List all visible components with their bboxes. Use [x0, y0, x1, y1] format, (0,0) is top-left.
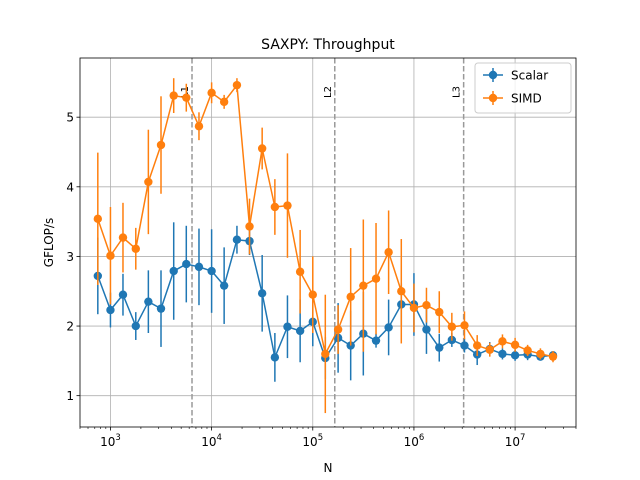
data-point [194, 262, 204, 272]
data-point [207, 266, 216, 276]
data-point [523, 346, 532, 355]
y-axis-label: GFLOP/s [42, 218, 56, 267]
data-point [498, 349, 507, 359]
data-point [245, 222, 254, 231]
cache-line-label: L1 [180, 86, 191, 98]
data-point [409, 303, 419, 313]
data-point [498, 337, 507, 346]
data-point [169, 266, 178, 276]
cache-line-label: L2 [323, 86, 334, 98]
data-point [422, 300, 431, 310]
legend-label: Scalar [511, 69, 548, 83]
data-point [460, 341, 469, 350]
data-point [283, 322, 292, 331]
x-tick-label: 107 [505, 433, 526, 449]
data-point [447, 322, 457, 331]
data-point [257, 144, 267, 153]
series-simd [93, 78, 558, 414]
data-point [435, 343, 444, 352]
data-point [384, 248, 393, 257]
x-tick-label: 104 [201, 433, 222, 449]
x-tick-label: 103 [100, 433, 121, 449]
data-point [219, 97, 229, 107]
data-point [144, 297, 153, 306]
data-point [118, 290, 128, 299]
data-point [118, 233, 128, 242]
data-point [194, 122, 204, 131]
data-series [93, 78, 558, 414]
y-tick-label: 2 [66, 320, 74, 334]
cache-boundary-lines: L1 L2 L3 [180, 58, 465, 427]
x-tick-label: 105 [302, 433, 323, 449]
data-point [106, 305, 115, 315]
x-axis-label: N [324, 461, 333, 475]
data-point [131, 244, 140, 253]
data-point [510, 340, 520, 350]
data-point [485, 345, 494, 354]
data-point [397, 287, 406, 296]
data-point [182, 93, 191, 102]
data-point [169, 91, 178, 100]
chart-title: SAXPY: Throughput [261, 37, 395, 53]
data-point [308, 290, 317, 299]
data-point [371, 274, 381, 283]
data-point [232, 80, 242, 90]
data-point [548, 352, 558, 361]
cache-line-label: L3 [452, 86, 463, 98]
legend-marker [488, 93, 498, 103]
data-point [283, 201, 292, 210]
data-point [182, 259, 191, 269]
axis-ticks: 1 2 3 4 5 103 104 105 106 107 [66, 111, 577, 449]
data-point [435, 307, 444, 317]
legend-marker [488, 70, 498, 80]
data-point [422, 325, 431, 334]
data-point [156, 304, 166, 313]
data-point [359, 281, 368, 290]
data-point [257, 289, 267, 298]
legend-label: SIMD [511, 92, 542, 106]
y-tick-label: 1 [66, 389, 74, 403]
data-point [106, 251, 115, 260]
y-tick-label: 5 [66, 111, 74, 125]
data-point [295, 267, 305, 276]
plot-frame [79, 57, 577, 428]
data-point [144, 177, 153, 187]
data-point [232, 235, 242, 244]
y-tick-label: 4 [66, 180, 74, 194]
data-point [384, 323, 393, 332]
data-point [93, 214, 103, 224]
x-tick-label: 106 [404, 433, 425, 449]
data-point [270, 353, 280, 362]
data-point [321, 349, 330, 359]
data-point [371, 336, 381, 345]
data-point [472, 341, 482, 350]
data-point [131, 321, 140, 331]
data-point [536, 349, 545, 359]
data-point [219, 281, 229, 290]
data-point [460, 321, 469, 330]
legend: Scalar SIMD [474, 62, 572, 114]
data-point [295, 326, 305, 336]
data-point [156, 140, 166, 150]
data-point [346, 292, 355, 302]
data-point [510, 351, 520, 360]
data-point [270, 202, 280, 212]
y-tick-label: 3 [66, 250, 74, 264]
data-point [207, 88, 216, 98]
data-point [333, 325, 343, 334]
